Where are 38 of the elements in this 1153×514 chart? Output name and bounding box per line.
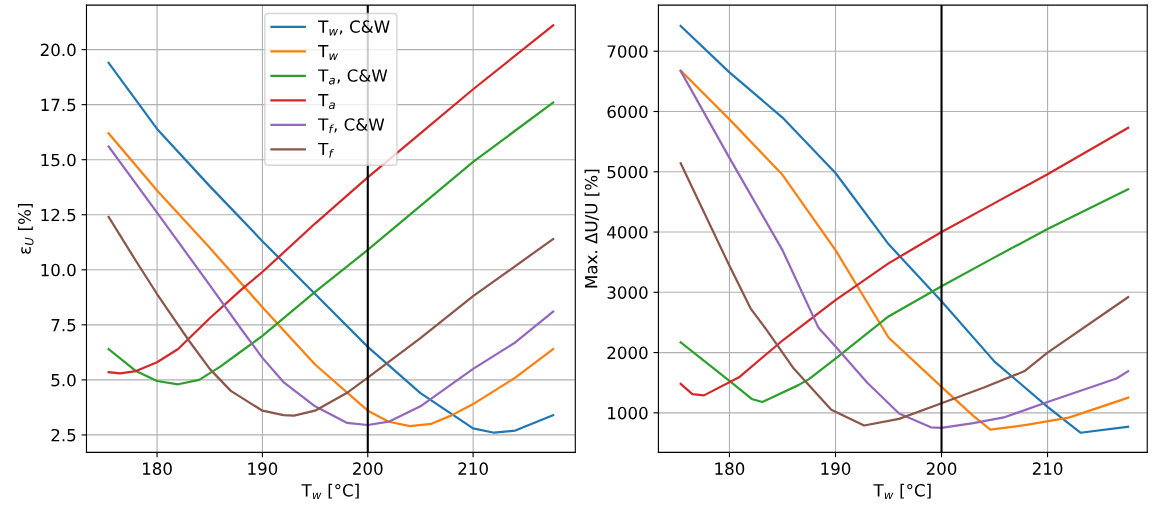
x-tick-label: 180 <box>715 462 745 475</box>
y-tick-label: 1000 <box>608 406 648 420</box>
line-series <box>679 126 1130 397</box>
y-tick-label: 15.0 <box>41 153 76 167</box>
line-series <box>679 188 1130 404</box>
legend-label: T$_{a}$, C&W <box>318 69 388 85</box>
y-tick-label: 2.5 <box>51 428 76 442</box>
line-series <box>107 61 555 434</box>
x-tick-label: 200 <box>353 462 383 475</box>
x-axis-title: T$_{w}$ [°C] <box>301 483 359 500</box>
y-axis-title: ε$_{U}$ [%] <box>17 204 34 254</box>
x-tick-label: 180 <box>142 462 172 475</box>
legend-label: T$_{w}$, C&W <box>318 20 390 36</box>
x-tick-label: 210 <box>1032 462 1063 475</box>
legend-label: T$_{w}$ <box>318 45 339 60</box>
y-tick-label: 6000 <box>607 105 648 119</box>
x-tick-label: 210 <box>458 462 488 475</box>
y-tick-label: 2000 <box>607 346 648 360</box>
line-series <box>679 162 1130 427</box>
y-tick-label: 17.5 <box>41 98 76 112</box>
y-tick-label: 12.5 <box>41 208 76 222</box>
legend-label: T$_{f}$ <box>318 142 335 158</box>
y-tick-label: 5000 <box>607 165 648 179</box>
y-tick-label: 20.0 <box>40 43 76 57</box>
x-axis-title: T$_{w}$ [°C] <box>873 483 931 500</box>
y-tick-label: 10.0 <box>41 263 76 277</box>
y-tick-label: 5.0 <box>51 373 76 387</box>
legend-label: T$_{f}$, C&W <box>318 118 385 134</box>
y-tick-label: 3000 <box>607 286 648 299</box>
y-tick-label: 7.5 <box>51 319 76 332</box>
y-axis-title: Max. ΔU/U [%] <box>584 169 600 288</box>
y-tick-label: 4000 <box>607 226 648 239</box>
x-tick-label: 200 <box>926 462 957 475</box>
y-tick-label: 7000 <box>607 45 648 58</box>
x-tick-label: 190 <box>248 462 278 475</box>
line-series <box>107 215 555 417</box>
legend-label: T$_{a}$ <box>318 94 335 110</box>
x-tick-label: 190 <box>821 462 851 475</box>
